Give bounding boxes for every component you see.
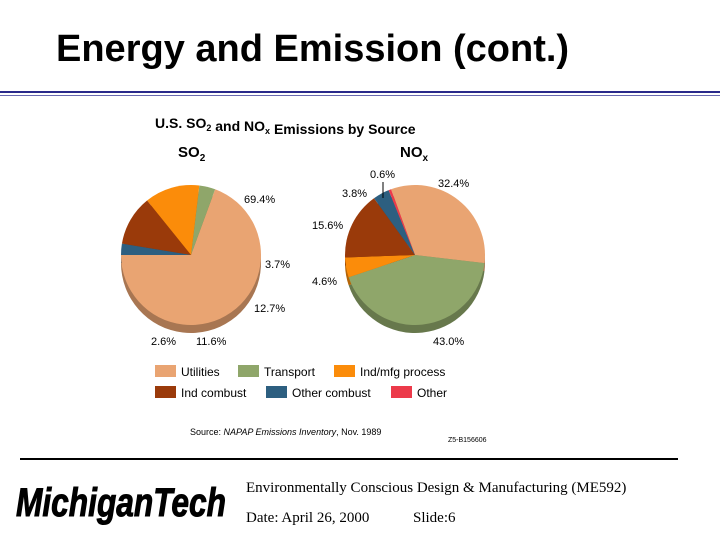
figure-id: Z5-B156606 <box>448 437 487 444</box>
nox-label-other: 0.6% <box>370 169 395 181</box>
legend-label-utilities: Utilities <box>181 365 220 379</box>
so2-label-transport: 3.7% <box>265 259 290 271</box>
nox-slice-transport <box>348 255 485 326</box>
nox-label-ind-combust: 15.6% <box>312 220 343 232</box>
legend-label-other-combust: Other combust <box>292 386 371 400</box>
nox-slice-utilities <box>391 185 485 264</box>
legend-label-transport: Transport <box>264 365 316 379</box>
so2-pie: 69.4% 3.7% 12.7% 11.6% 2.6% <box>121 185 290 348</box>
so2-label-utilities: 69.4% <box>244 194 275 206</box>
nox-slice-ind-combust <box>345 198 415 258</box>
so2-slice-other-combust <box>121 243 191 255</box>
nox-pie: 32.4% 43.0% 4.6% 15.6% 3.8%0.6% <box>312 169 485 348</box>
title-rule-thin <box>0 95 720 96</box>
chart-title: U.S. SO2 and NOx Emissions by Source <box>155 115 416 137</box>
legend-swatch-other <box>391 386 412 398</box>
title-rule <box>0 91 720 93</box>
footer-rule <box>20 458 678 460</box>
source-note: Source: NAPAP Emissions Inventory, Nov. … <box>190 427 381 437</box>
nox-label-other-combust: 3.8% <box>342 188 367 200</box>
so2-slice-utilities <box>121 189 261 325</box>
slide-number: Slide:6 <box>413 510 456 526</box>
slide-title: Energy and Emission (cont.) <box>56 28 570 70</box>
legend-swatch-other-combust <box>266 386 287 398</box>
nox-slice-ind-mfg-process <box>345 255 415 278</box>
nox-label-transport: 43.0% <box>433 336 464 348</box>
legend-swatch-transport <box>238 365 259 377</box>
nox-slice-other-combust <box>374 190 415 255</box>
legend-label-other: Other <box>417 386 447 400</box>
so2-slice-ind-combust <box>121 200 191 255</box>
legend-swatch-ind-combust <box>155 386 176 398</box>
legend-swatch-utilities <box>155 365 176 377</box>
michigan-tech-logo: MichiganTech <box>16 481 227 526</box>
so2-slice-ind-mfg-process <box>147 185 200 255</box>
so2-label-other-combust: 2.6% <box>151 336 176 348</box>
legend: Utilities Transport Ind/mfg process Ind com… <box>155 365 447 400</box>
nox-label-utilities: 32.4% <box>438 178 469 190</box>
nox-pie-title: NOx <box>400 144 429 164</box>
nox-label-ind-mfg-process: 4.6% <box>312 276 337 288</box>
so2-label-ind-mfg-process: 12.7% <box>254 303 285 315</box>
legend-swatch-ind-mfg-process <box>334 365 355 377</box>
emissions-chart: U.S. SO2 and NOx Emissions by Source SO2… <box>121 115 487 444</box>
legend-label-ind-combust: Ind combust <box>181 386 247 400</box>
so2-label-ind-combust: 11.6% <box>196 336 227 348</box>
logo-text: MichiganTech <box>16 481 226 525</box>
course-title: Environmentally Conscious Design & Manuf… <box>246 480 627 496</box>
legend-label-ind-mfg-process: Ind/mfg process <box>360 365 445 379</box>
so2-pie-title: SO2 <box>178 144 206 164</box>
slide-date: Date: April 26, 2000 <box>246 510 370 526</box>
so2-slice-transport <box>191 185 216 255</box>
nox-slice-other <box>388 189 415 255</box>
